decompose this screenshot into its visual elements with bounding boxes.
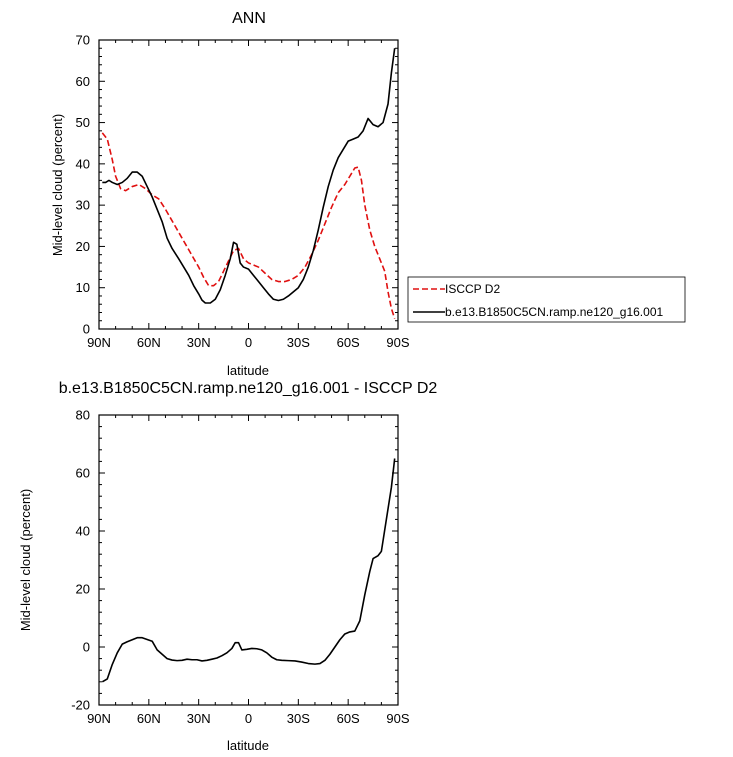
bottom-x-tick-label: 90S <box>386 711 409 726</box>
top-y-tick-label: 0 <box>83 322 90 337</box>
top-x-tick-label: 30S <box>287 335 310 350</box>
bottom-x-tick-label: 0 <box>245 711 252 726</box>
bottom-y-tick-label: 20 <box>76 582 90 597</box>
bottom-plot-frame <box>98 414 399 706</box>
top-y-tick-label: 60 <box>76 74 90 89</box>
top-chart-title: ANN <box>232 10 266 27</box>
top-x-tick-label: 30N <box>187 335 211 350</box>
top-plot-frame <box>98 39 399 330</box>
bottom-x-tick-label: 30S <box>287 711 310 726</box>
top-x-tick-label: 90S <box>386 335 409 350</box>
top-x-tick-label: 90N <box>87 335 111 350</box>
bottom-x-axis-label: latitude <box>227 738 269 753</box>
top-y-tick-label: 20 <box>76 239 90 254</box>
top-y-tick-label: 70 <box>76 33 90 48</box>
bottom-x-tick-label: 60S <box>337 711 360 726</box>
top-y-tick-label: 40 <box>76 156 90 171</box>
bottom-y-tick-label: 40 <box>76 524 90 539</box>
legend-box <box>407 276 686 323</box>
top-y-tick-label: 50 <box>76 115 90 130</box>
top-x-tick-label: 60N <box>137 335 161 350</box>
legend: ISCCP D2 b.e13.B1850C5CN.ramp.ne120_g16.… <box>407 276 686 323</box>
top-y-tick-label: 10 <box>76 280 90 295</box>
top-series-line-1 <box>102 48 396 304</box>
legend-label-isccp: ISCCP D2 <box>445 282 500 296</box>
top-series-line-0 <box>101 132 396 319</box>
bottom-x-tick-label: 90N <box>87 711 111 726</box>
bottom-y-tick-label: 60 <box>76 466 90 481</box>
bottom-series-line-0 <box>101 458 396 683</box>
bottom-y-axis-label: Mid-level cloud (percent) <box>18 489 33 631</box>
bottom-x-tick-label: 60N <box>137 711 161 726</box>
legend-label-model: b.e13.B1850C5CN.ramp.ne120_g16.001 <box>445 305 663 319</box>
top-chart: ANN 90N 60N 30N 0 30S 60S 90S 0 10 20 30 40 50 60 70 l… <box>50 10 410 378</box>
bottom-chart: b.e13.B1850C5CN.ramp.ne120_g16.001 - ISC… <box>18 380 437 753</box>
top-y-tick-label: 30 <box>76 198 90 213</box>
top-x-tick-label: 60S <box>337 335 360 350</box>
top-y-axis-label: Mid-level cloud (percent) <box>50 114 65 256</box>
bottom-chart-title: b.e13.B1850C5CN.ramp.ne120_g16.001 - ISC… <box>59 380 438 397</box>
top-x-tick-label: 0 <box>245 335 252 350</box>
bottom-y-tick-label: 0 <box>83 640 90 655</box>
top-x-axis-label: latitude <box>227 363 269 378</box>
bottom-y-tick-label: 80 <box>76 408 90 423</box>
bottom-x-tick-label: 30N <box>187 711 211 726</box>
bottom-y-tick-label: -20 <box>71 698 90 713</box>
